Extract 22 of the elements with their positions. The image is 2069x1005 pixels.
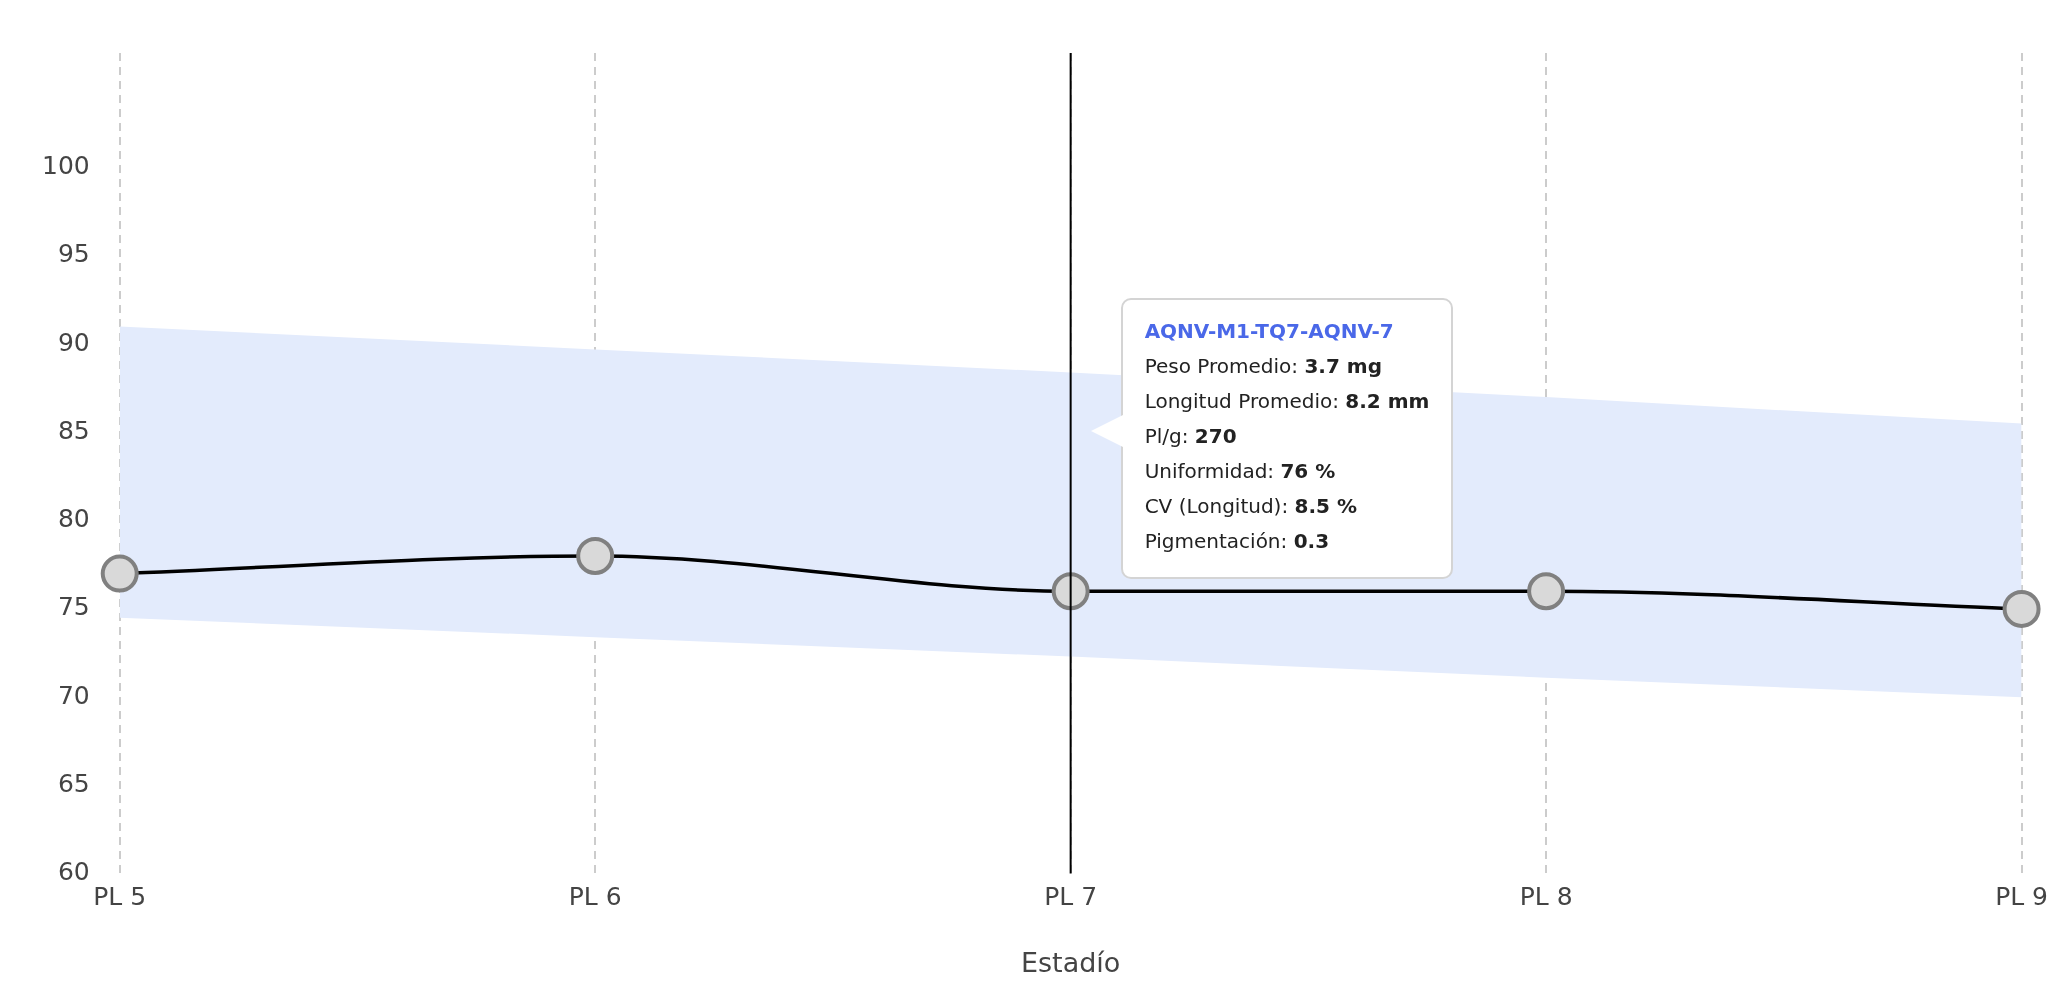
x-tick-label: PL 9: [1995, 882, 2048, 912]
x-tick-label: PL 5: [93, 882, 147, 912]
annotation: CV (Longitud): 8.5 %: [1144, 494, 1357, 518]
x-tick-label: PL 7: [1044, 882, 1098, 912]
annotation: AQNV-M1-TQ7-AQNV-7: [1144, 318, 1395, 345]
y-tick-label: 70: [57, 680, 90, 710]
y-tick-label: 90: [57, 327, 90, 357]
y-tick-label: 100: [42, 151, 90, 181]
annotation: Pl/g: 270: [1144, 424, 1237, 448]
y-tick-label: 95: [57, 239, 90, 269]
annotation: Peso Promedio: 3.7 mg: [1144, 354, 1382, 378]
y-tick-label: 60: [57, 857, 90, 887]
y-tick-label: 80: [57, 504, 90, 534]
y-tick-label: 65: [57, 768, 90, 798]
x-tick-label: PL 8: [1519, 882, 1573, 912]
y-tick-label: 85: [57, 415, 90, 445]
x-axis-title: Estadío: [1020, 946, 1121, 978]
x-tick-label: PL 6: [568, 882, 622, 912]
annotation: Pigmentación: 0.3: [1144, 529, 1330, 553]
y-tick-label: 75: [57, 592, 90, 622]
annotation: Uniformidad: 76 %: [1144, 459, 1336, 483]
annotation: Longitud Promedio: 8.2 mm: [1144, 389, 1430, 413]
